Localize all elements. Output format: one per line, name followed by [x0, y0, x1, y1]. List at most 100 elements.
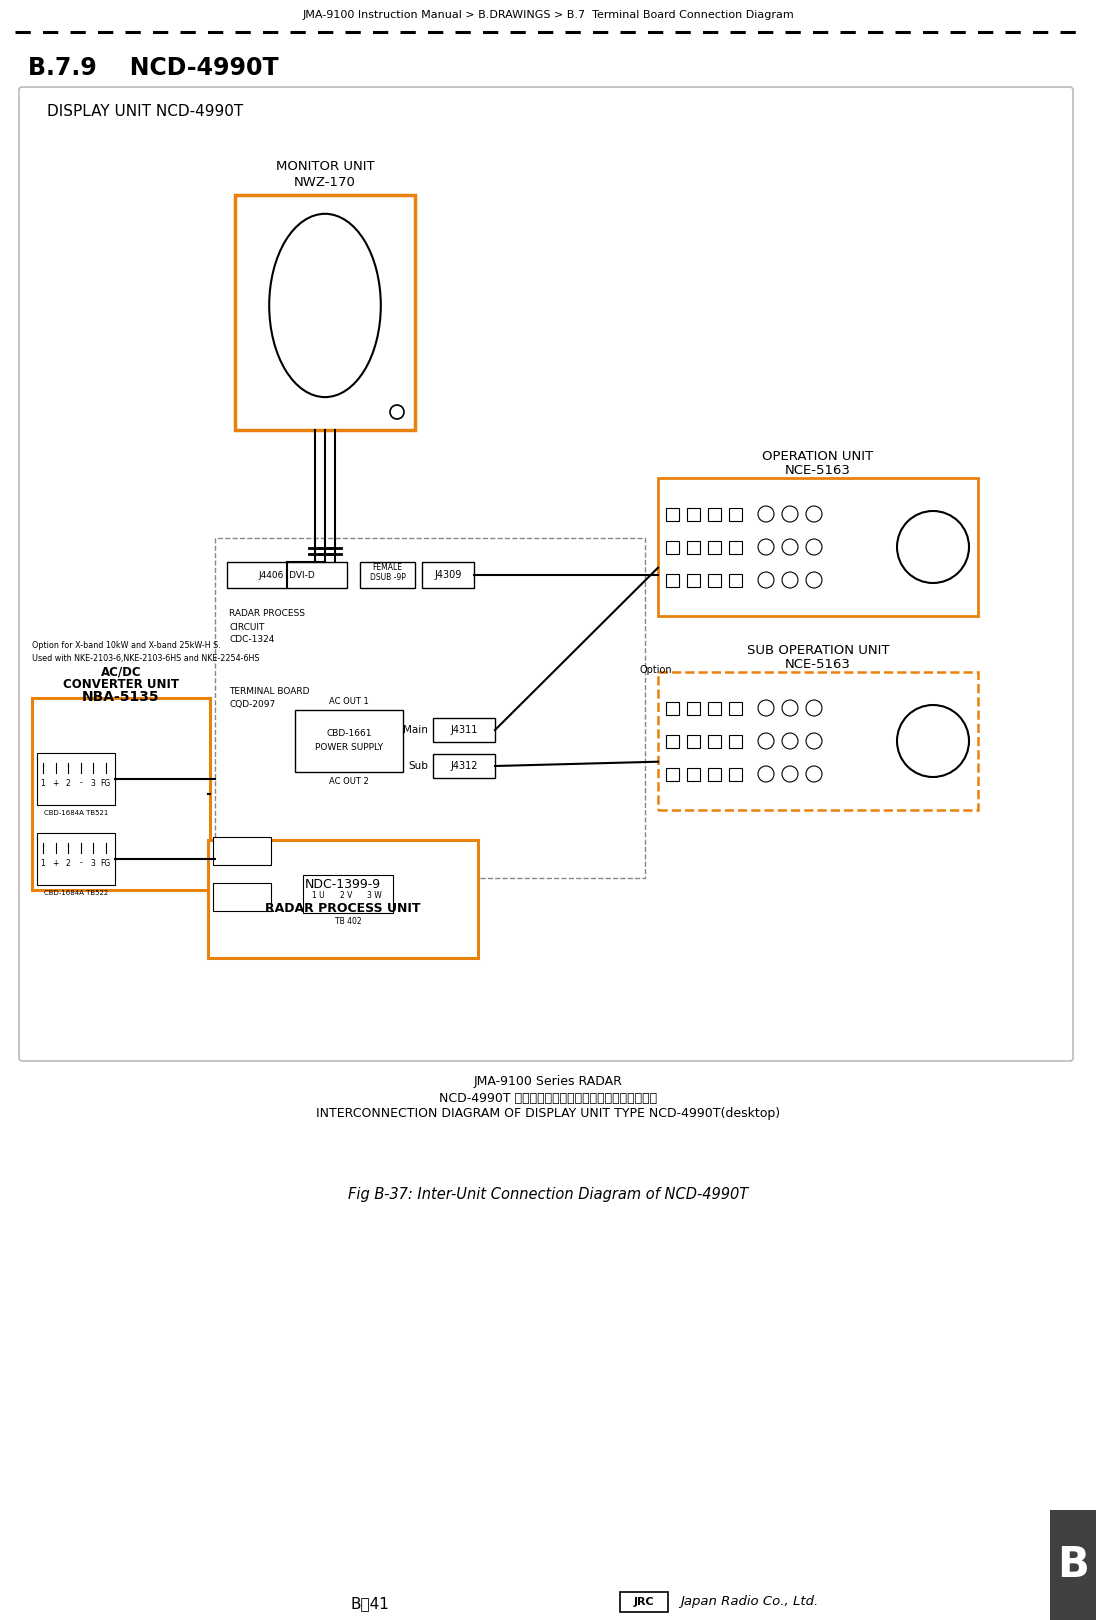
Bar	[37, 753, 115, 805]
Text: FG: FG	[101, 779, 111, 787]
Bar	[433, 718, 495, 742]
Text: AC OUT 1: AC OUT 1	[329, 698, 369, 706]
Text: NCE-5163: NCE-5163	[785, 658, 850, 671]
Bar	[227, 562, 347, 588]
Bar	[729, 509, 742, 522]
Bar	[359, 562, 415, 588]
Bar	[1050, 1510, 1096, 1620]
Text: CONVERTER UNIT: CONVERTER UNIT	[62, 679, 179, 692]
Text: NWZ-170: NWZ-170	[294, 175, 356, 188]
Text: -: -	[79, 859, 82, 867]
Text: MONITOR UNIT: MONITOR UNIT	[276, 160, 375, 173]
Text: AC OUT 2: AC OUT 2	[329, 778, 369, 786]
Text: NDC-1399-9: NDC-1399-9	[305, 878, 381, 891]
Bar	[295, 710, 403, 773]
Circle shape	[806, 505, 822, 522]
Bar	[666, 541, 680, 554]
Bar	[729, 701, 742, 714]
Circle shape	[806, 572, 822, 588]
Text: Option: Option	[640, 664, 673, 676]
Bar	[213, 838, 271, 865]
Text: +: +	[53, 859, 59, 867]
Text: TB 402: TB 402	[334, 917, 362, 925]
Text: Sub: Sub	[408, 761, 429, 771]
Bar	[213, 883, 271, 910]
Bar	[215, 538, 646, 878]
Text: SUB OPERATION UNIT: SUB OPERATION UNIT	[746, 643, 889, 656]
Text: Japan Radio Co., Ltd.: Japan Radio Co., Ltd.	[680, 1596, 819, 1609]
Text: INTERCONNECTION DIAGRAM OF DISPLAY UNIT TYPE NCD-4990T(desktop): INTERCONNECTION DIAGRAM OF DISPLAY UNIT …	[316, 1108, 780, 1121]
Text: RADAR PROCESS: RADAR PROCESS	[229, 609, 305, 619]
Bar	[708, 509, 721, 522]
Text: 3 W: 3 W	[367, 891, 381, 899]
Text: Fig B-37: Inter-Unit Connection Diagram of NCD-4990T: Fig B-37: Inter-Unit Connection Diagram …	[347, 1187, 749, 1202]
Circle shape	[783, 732, 798, 748]
Bar	[708, 768, 721, 781]
Text: TERMINAL BOARD: TERMINAL BOARD	[229, 687, 309, 697]
Bar	[658, 478, 978, 616]
Text: FEMALE: FEMALE	[373, 564, 402, 572]
Text: -: -	[79, 779, 82, 787]
Circle shape	[758, 700, 774, 716]
Bar	[208, 841, 478, 957]
Text: CDC-1324: CDC-1324	[229, 635, 274, 645]
Bar	[708, 573, 721, 586]
Circle shape	[758, 766, 774, 782]
Text: +: +	[53, 779, 59, 787]
Text: Main: Main	[403, 726, 429, 735]
Bar	[729, 573, 742, 586]
Bar	[729, 735, 742, 748]
Text: Option for X-band 10kW and X-band 25kW-H S.: Option for X-band 10kW and X-band 25kW-H…	[32, 642, 220, 651]
Text: B: B	[1058, 1544, 1088, 1586]
Text: RADAR PROCESS UNIT: RADAR PROCESS UNIT	[265, 902, 421, 915]
Bar	[235, 194, 415, 429]
Circle shape	[806, 700, 822, 716]
Text: CBD-1684A TB521: CBD-1684A TB521	[44, 810, 109, 816]
Bar	[687, 541, 700, 554]
Bar	[666, 768, 680, 781]
Circle shape	[758, 572, 774, 588]
Circle shape	[758, 539, 774, 556]
Text: J4311: J4311	[450, 726, 478, 735]
Bar	[708, 541, 721, 554]
Circle shape	[758, 505, 774, 522]
Text: CQD-2097: CQD-2097	[229, 700, 275, 710]
Circle shape	[783, 505, 798, 522]
Bar	[433, 753, 495, 778]
Circle shape	[390, 405, 404, 420]
Bar	[666, 701, 680, 714]
Bar	[687, 768, 700, 781]
Text: CBD-1661: CBD-1661	[327, 729, 372, 739]
Text: J4309: J4309	[434, 570, 461, 580]
Text: 3: 3	[91, 859, 95, 867]
Circle shape	[897, 510, 969, 583]
Circle shape	[806, 766, 822, 782]
Circle shape	[783, 539, 798, 556]
Bar	[302, 875, 393, 914]
Circle shape	[758, 732, 774, 748]
Bar	[37, 833, 115, 885]
Text: 1: 1	[41, 859, 45, 867]
Text: DISPLAY UNIT NCD-4990T: DISPLAY UNIT NCD-4990T	[47, 105, 243, 120]
Text: 1: 1	[41, 779, 45, 787]
Text: 3: 3	[91, 779, 95, 787]
Text: NBA-5135: NBA-5135	[82, 690, 160, 705]
Bar	[666, 573, 680, 586]
Bar	[620, 1592, 667, 1612]
Text: 2 V: 2 V	[340, 891, 352, 899]
Circle shape	[783, 766, 798, 782]
Circle shape	[806, 539, 822, 556]
Bar	[687, 573, 700, 586]
Bar	[687, 701, 700, 714]
Text: CBD-1684A TB522: CBD-1684A TB522	[44, 889, 109, 896]
Circle shape	[806, 732, 822, 748]
Text: 2: 2	[66, 779, 70, 787]
Bar	[658, 672, 978, 810]
Text: 2: 2	[66, 859, 70, 867]
Text: NCD-4990T 卓上型レーダー指示機　ユニット間接続図: NCD-4990T 卓上型レーダー指示機 ユニット間接続図	[438, 1092, 658, 1105]
Text: J4312: J4312	[450, 761, 478, 771]
Bar	[687, 735, 700, 748]
Bar	[687, 509, 700, 522]
Text: JRC: JRC	[633, 1597, 654, 1607]
Text: JMA-9100 Series RADAR: JMA-9100 Series RADAR	[473, 1076, 623, 1089]
